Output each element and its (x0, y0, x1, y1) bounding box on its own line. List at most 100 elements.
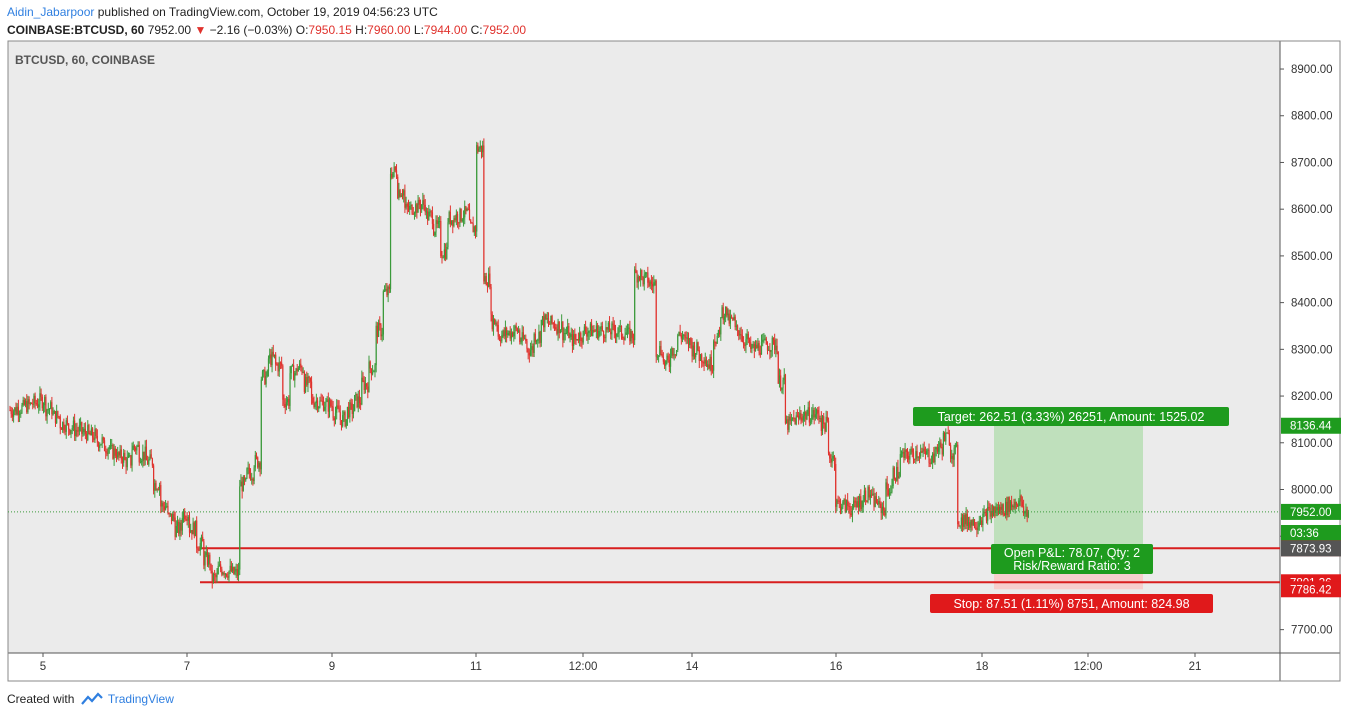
candle-body (730, 316, 733, 318)
candle-body (606, 327, 608, 330)
candle-body (789, 416, 791, 421)
candle-body (539, 331, 541, 343)
candle-body (156, 489, 158, 491)
candle-body (284, 404, 286, 408)
candle-body (618, 326, 620, 333)
candle-body (662, 356, 664, 362)
candle-body (811, 414, 813, 422)
candle-body (604, 337, 606, 339)
candle-body (434, 232, 436, 236)
candle-body (568, 326, 570, 338)
candle-body (275, 354, 277, 365)
candle-body (747, 333, 749, 340)
candle-body (170, 513, 173, 521)
candle-body (713, 341, 715, 371)
candle-body (416, 204, 418, 213)
candle-body (916, 451, 918, 458)
candle-body (120, 449, 122, 460)
candle-body (915, 451, 917, 460)
candle-body (584, 326, 587, 333)
candle-body (935, 447, 937, 450)
candle-body (348, 406, 350, 418)
candle-body (58, 416, 60, 418)
candle-body (991, 510, 994, 516)
candle-body (911, 448, 913, 453)
candle-body (368, 361, 370, 393)
tradingview-brand[interactable]: TradingView (107, 692, 174, 706)
candle-body (310, 381, 313, 398)
candle-body (169, 513, 171, 515)
candle-body (204, 555, 206, 566)
candle-body (142, 451, 144, 461)
candle-body (410, 204, 412, 206)
candle-body (849, 506, 851, 514)
candle-body (126, 457, 128, 468)
candle-body (466, 208, 468, 211)
candle-body (844, 499, 846, 512)
candle-body (254, 455, 256, 468)
candle-body (508, 331, 510, 334)
candle-body (404, 190, 406, 208)
candle-body (559, 329, 562, 333)
candle-body (141, 460, 143, 463)
candle-body (516, 328, 518, 332)
candle-body (750, 342, 752, 349)
candle-body (119, 449, 121, 456)
candle-body (502, 330, 504, 336)
candle-body (153, 465, 155, 491)
candle-body (719, 329, 721, 335)
candle-body (388, 286, 390, 290)
candle-body (513, 331, 515, 337)
candle-body (643, 274, 645, 285)
candle-body (26, 401, 28, 413)
candle-body (443, 249, 445, 258)
candle-body (727, 313, 729, 316)
candle-body (131, 449, 133, 466)
author-link[interactable]: Aidin_Jabarpoor (7, 5, 95, 19)
candle-body (243, 477, 246, 481)
candle-body (62, 422, 64, 430)
candle-body (27, 399, 29, 413)
candle-body (960, 517, 962, 526)
candle-body (248, 467, 250, 474)
candle-body (115, 455, 118, 458)
candle-body (793, 417, 795, 419)
candle-body (905, 449, 907, 452)
candle-body (693, 345, 696, 358)
candle-body (661, 354, 663, 357)
candle-body (234, 571, 236, 574)
candle-body (716, 336, 718, 344)
candle-body (413, 213, 416, 215)
candle-body (314, 403, 316, 408)
candle-body (510, 332, 513, 339)
candle-body (879, 500, 881, 504)
candle-body (646, 272, 648, 274)
candle-body (46, 409, 48, 417)
candle-body (820, 417, 822, 431)
candle-body (549, 323, 551, 325)
candle-body (692, 345, 694, 357)
candle-body (33, 395, 35, 405)
last-price: 7952.00 (147, 23, 192, 37)
candle-body (887, 489, 889, 496)
candle-body (753, 344, 755, 352)
candle-body (109, 445, 112, 447)
candle-body (356, 393, 358, 408)
candle-body (711, 370, 714, 372)
candle-body (16, 406, 18, 415)
candle-body (541, 316, 544, 320)
candle-body (470, 220, 472, 223)
candle-body (512, 332, 514, 337)
candle-body (318, 407, 320, 409)
candle-body (625, 332, 627, 335)
candle-body (326, 399, 328, 402)
stop-label-box (930, 594, 1213, 613)
candle-body (613, 324, 615, 332)
candle-body (605, 327, 607, 339)
candle-body (125, 459, 127, 468)
candle-body (703, 362, 705, 364)
candle-body (95, 429, 97, 436)
candle-body (644, 272, 647, 275)
candle-body (865, 490, 867, 501)
